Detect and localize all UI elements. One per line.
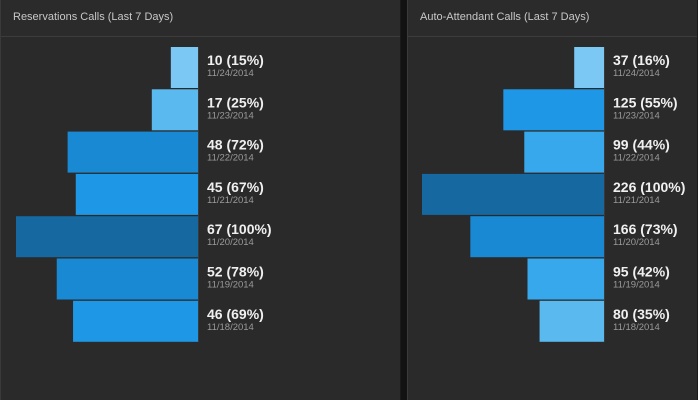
bar[interactable]	[524, 131, 604, 173]
value-label: 45 (67%)	[207, 179, 264, 195]
panel-header: Reservations Calls (Last 7 Days)	[1, 0, 400, 37]
bar[interactable]	[67, 131, 198, 173]
date-label: 11/23/2014	[613, 110, 660, 121]
value-label: 166 (73%)	[613, 221, 678, 237]
value-label: 17 (25%)	[207, 94, 264, 110]
value-label: 10 (15%)	[207, 52, 264, 68]
date-label: 11/18/2014	[207, 322, 254, 333]
bar[interactable]	[422, 173, 604, 215]
bar[interactable]	[73, 300, 198, 342]
auto-attendant-calls-chart: 37 (16%)11/24/2014 125 (55%)11/23/2014 99 …	[422, 47, 685, 343]
date-label: 11/24/2014	[207, 68, 254, 79]
reservations-calls-panel: Reservations Calls (Last 7 Days) 10 (15%…	[0, 0, 401, 400]
value-label: 52 (78%)	[207, 264, 264, 280]
date-label: 11/20/2014	[207, 237, 254, 248]
date-label: 11/21/2014	[207, 195, 254, 206]
value-label: 226 (100%)	[613, 179, 685, 195]
bar[interactable]	[503, 89, 604, 131]
bar[interactable]	[539, 300, 604, 342]
date-label: 11/23/2014	[207, 110, 254, 121]
value-label: 46 (69%)	[207, 306, 264, 322]
bar[interactable]	[16, 216, 198, 258]
date-label: 11/18/2014	[613, 322, 660, 333]
reservations-calls-chart: 10 (15%)11/24/2014 17 (25%)11/23/2014 48 (…	[16, 47, 272, 343]
value-label: 99 (44%)	[613, 137, 670, 153]
panel-header: Auto-Attendant Calls (Last 7 Days)	[408, 0, 697, 37]
date-label: 11/22/2014	[613, 153, 660, 164]
panel-title: Auto-Attendant Calls (Last 7 Days)	[420, 11, 590, 23]
value-label: 37 (16%)	[613, 52, 670, 68]
date-label: 11/24/2014	[613, 68, 660, 79]
date-label: 11/19/2014	[207, 280, 254, 291]
bar[interactable]	[56, 258, 198, 300]
auto-attendant-calls-panel: Auto-Attendant Calls (Last 7 Days) 37 (1…	[407, 0, 698, 400]
value-label: 95 (42%)	[613, 264, 670, 280]
value-label: 125 (55%)	[613, 94, 678, 110]
bar[interactable]	[170, 47, 198, 88]
bar[interactable]	[75, 173, 198, 215]
panel-title: Reservations Calls (Last 7 Days)	[13, 11, 174, 23]
bar[interactable]	[151, 89, 198, 131]
value-label: 67 (100%)	[207, 221, 272, 237]
date-label: 11/22/2014	[207, 153, 254, 164]
bar[interactable]	[470, 216, 604, 258]
bar[interactable]	[527, 258, 604, 300]
date-label: 11/20/2014	[613, 237, 660, 248]
bar[interactable]	[574, 47, 604, 88]
date-label: 11/21/2014	[613, 195, 660, 206]
value-label: 48 (72%)	[207, 137, 264, 153]
date-label: 11/19/2014	[613, 280, 660, 291]
value-label: 80 (35%)	[613, 306, 670, 322]
